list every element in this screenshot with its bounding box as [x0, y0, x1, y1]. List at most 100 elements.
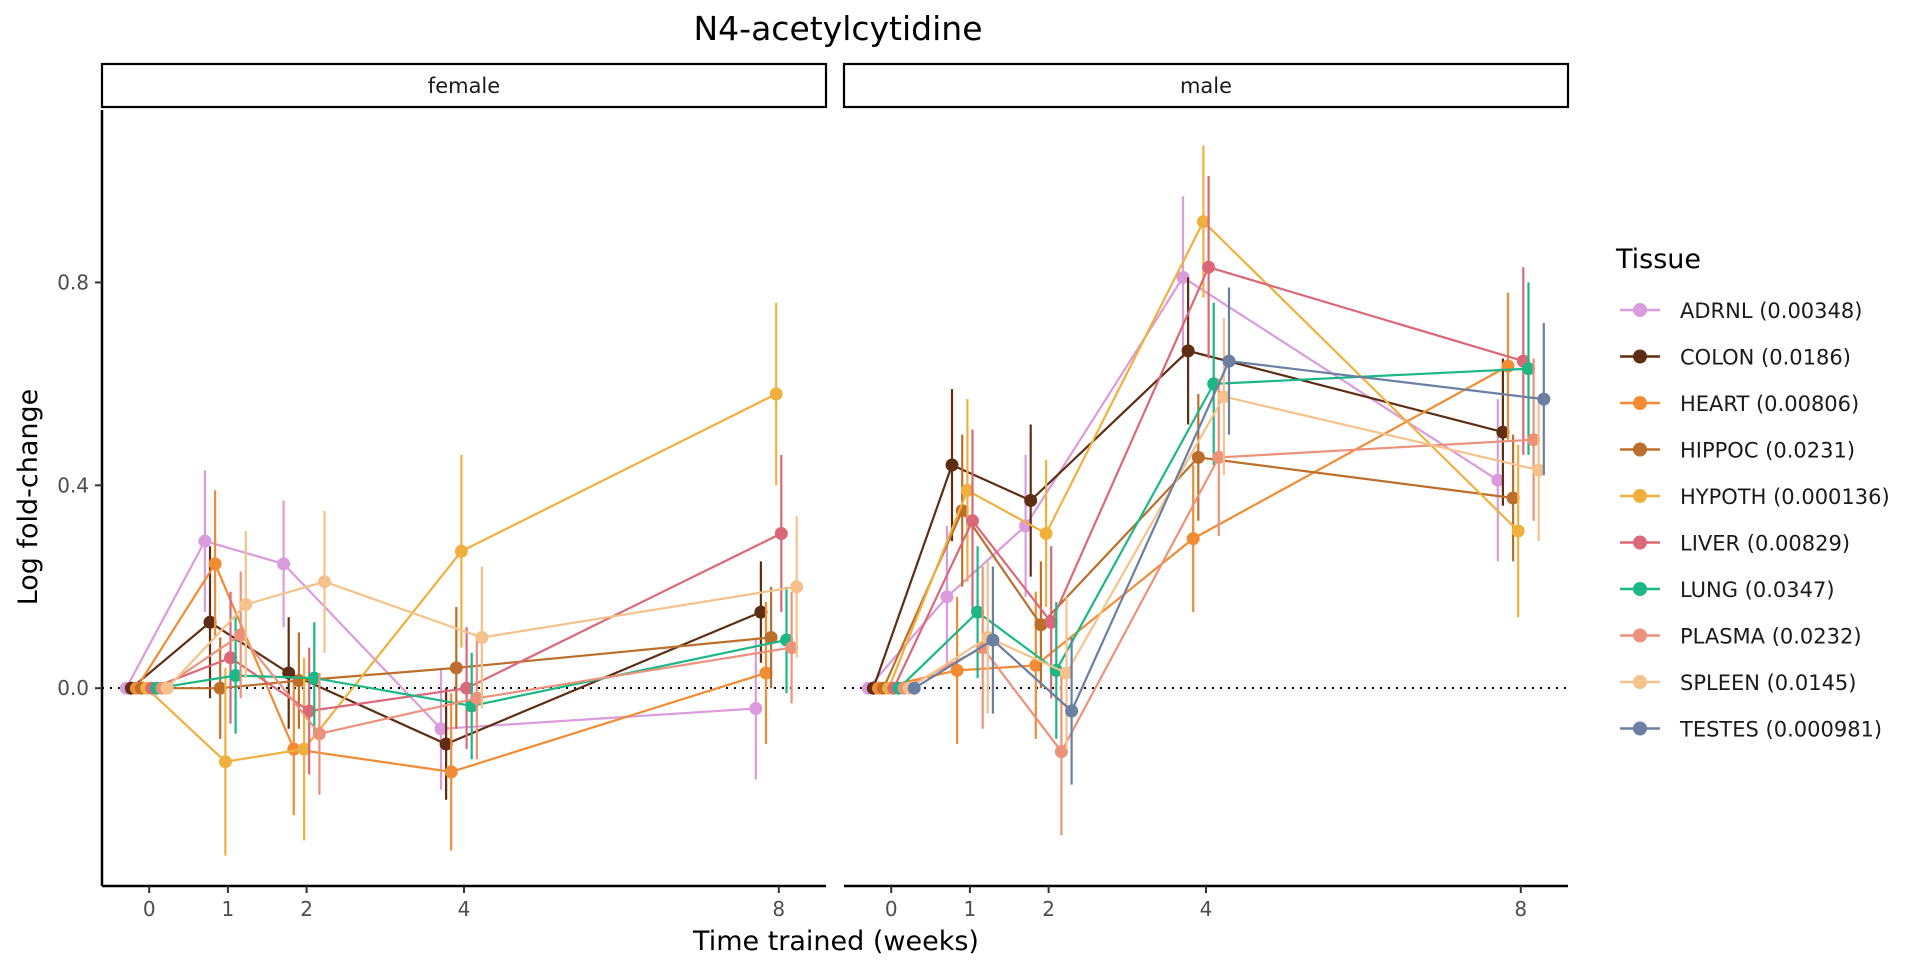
data-point-male-liver-4	[1202, 260, 1216, 274]
y-tick-label: 0.0	[57, 676, 89, 700]
data-point-male-hippoc-4	[1191, 450, 1205, 464]
x-tick-label-female: 1	[222, 897, 235, 921]
data-point-male-adrnl-2	[1019, 519, 1033, 533]
data-point-female-adrnl-2	[277, 557, 291, 571]
data-point-male-colon-4	[1181, 344, 1195, 358]
legend-label-plasma: PLASMA (0.0232)	[1680, 625, 1862, 649]
data-point-female-plasma-2	[312, 727, 326, 741]
data-point-male-plasma-8	[1527, 433, 1541, 447]
legend-items: ADRNL (0.00348) COLON (0.0186) HEART (0.00…	[1620, 299, 1890, 742]
data-point-female-plasma-1	[234, 628, 248, 642]
x-tick-label-female: 8	[772, 897, 785, 921]
data-point-female-spleen-0	[160, 681, 174, 695]
data-point-male-plasma-2	[1054, 745, 1068, 759]
data-point-female-adrnl-8	[749, 702, 763, 715]
legend-label-colon: COLON (0.0186)	[1680, 346, 1851, 370]
data-point-male-heart-1	[950, 663, 964, 677]
x-tick-label-female: 2	[300, 897, 313, 921]
data-point-male-hypoth-2	[1039, 527, 1053, 540]
legend-label-lung: LUNG (0.0347)	[1680, 578, 1835, 602]
chart-title: N4-acetylcytidine	[693, 9, 982, 48]
legend-marker-adrnl	[1633, 303, 1647, 317]
data-point-male-testes-8	[1537, 392, 1551, 406]
strip-female-label: female	[428, 74, 500, 98]
strip-male-label: male	[1180, 74, 1232, 98]
legend-label-hypoth: HYPOTH (0.000136)	[1680, 485, 1890, 509]
data-point-male-hippoc-8	[1506, 491, 1520, 505]
legend-marker-colon	[1633, 349, 1647, 364]
data-point-female-hippoc-4	[449, 661, 463, 675]
x-tick-label-female: 4	[458, 897, 471, 921]
data-point-male-testes-0	[907, 681, 921, 695]
legend-marker-testes	[1633, 721, 1647, 736]
data-point-male-colon-8	[1496, 425, 1510, 439]
data-point-female-colon-4	[439, 737, 453, 751]
y-axis-ticks: 0.0 0.4 0.8	[57, 270, 102, 700]
legend-marker-spleen	[1633, 675, 1647, 689]
data-point-male-heart-2	[1029, 658, 1043, 672]
data-point-female-colon-8	[754, 605, 768, 619]
legend-marker-hypoth	[1633, 489, 1647, 503]
x-tick-label-female: 0	[143, 897, 156, 921]
data-point-female-spleen-4	[475, 631, 489, 644]
legend-marker-lung	[1633, 582, 1647, 596]
data-point-male-testes-2	[1065, 704, 1079, 718]
y-tick-label: 0.8	[57, 270, 89, 294]
y-axis-title: Log fold-change	[13, 389, 44, 606]
data-point-male-spleen-2	[1060, 666, 1073, 680]
data-point-female-adrnl-4	[434, 722, 448, 736]
data-point-male-adrnl-4	[1176, 270, 1190, 284]
data-point-female-hypoth-4	[454, 544, 468, 558]
data-point-male-plasma-4	[1212, 450, 1226, 464]
data-point-female-lung-1	[229, 669, 243, 682]
data-point-male-liver-1	[966, 514, 979, 528]
strip-male-box	[842, 62, 1570, 109]
data-point-male-hypoth-4	[1196, 215, 1210, 229]
data-point-female-spleen-2	[318, 575, 331, 589]
data-point-male-hypoth-8	[1511, 524, 1525, 538]
data-point-female-liver-4	[460, 681, 474, 695]
panel-male: male	[842, 62, 1570, 888]
legend: Tissue ADRNL (0.00348) COLON (0.0186) HEAR…	[1615, 244, 1890, 742]
legend-marker-plasma	[1633, 628, 1647, 643]
legend-label-liver: LIVER (0.00829)	[1680, 532, 1850, 556]
x-tick-label-male: 8	[1514, 897, 1527, 921]
legend-marker-hippoc	[1633, 442, 1647, 457]
data-point-male-spleen-4	[1217, 390, 1231, 404]
data-point-female-heart-4	[444, 765, 458, 779]
data-point-male-heart-4	[1186, 532, 1200, 546]
data-point-male-adrnl-8	[1491, 473, 1505, 487]
strip-female-box	[100, 62, 828, 109]
data-point-female-liver-1	[224, 651, 237, 665]
legend-title: Tissue	[1615, 244, 1701, 275]
legend-marker-liver	[1633, 535, 1647, 550]
x-axis-ticks: 0 1 2 4 8 0 1 2 4 8	[143, 886, 1527, 921]
data-point-female-spleen-1	[239, 598, 253, 611]
data-point-female-hippoc-1	[213, 681, 227, 695]
data-point-female-liver-2	[302, 704, 316, 718]
data-point-male-lung-8	[1522, 362, 1535, 376]
data-point-male-hypoth-1	[960, 483, 974, 497]
x-tick-label-male: 1	[964, 897, 977, 921]
x-tick-label-male: 0	[885, 897, 898, 921]
data-point-male-hippoc-2	[1034, 618, 1048, 632]
data-point-female-heart-1	[208, 557, 222, 571]
plot-area-male	[861, 145, 1551, 836]
data-point-female-spleen-8	[790, 580, 804, 594]
data-point-female-heart-8	[759, 666, 773, 680]
data-point-female-plasma-4	[470, 691, 484, 705]
data-point-female-colon-1	[203, 615, 217, 629]
data-point-male-colon-2	[1024, 494, 1038, 507]
x-tick-label-male: 4	[1200, 897, 1213, 921]
legend-label-testes: TESTES (0.000981)	[1679, 718, 1882, 742]
data-point-female-hypoth-2	[297, 742, 311, 756]
legend-label-heart: HEART (0.00806)	[1680, 392, 1859, 416]
panel-female: female	[100, 62, 828, 888]
y-tick-label: 0.4	[57, 473, 89, 497]
data-point-female-adrnl-1	[198, 534, 212, 548]
legend-marker-heart	[1633, 396, 1647, 410]
data-point-male-colon-1	[945, 458, 959, 472]
data-point-male-testes-4	[1222, 354, 1236, 368]
data-point-female-liver-8	[774, 527, 788, 540]
